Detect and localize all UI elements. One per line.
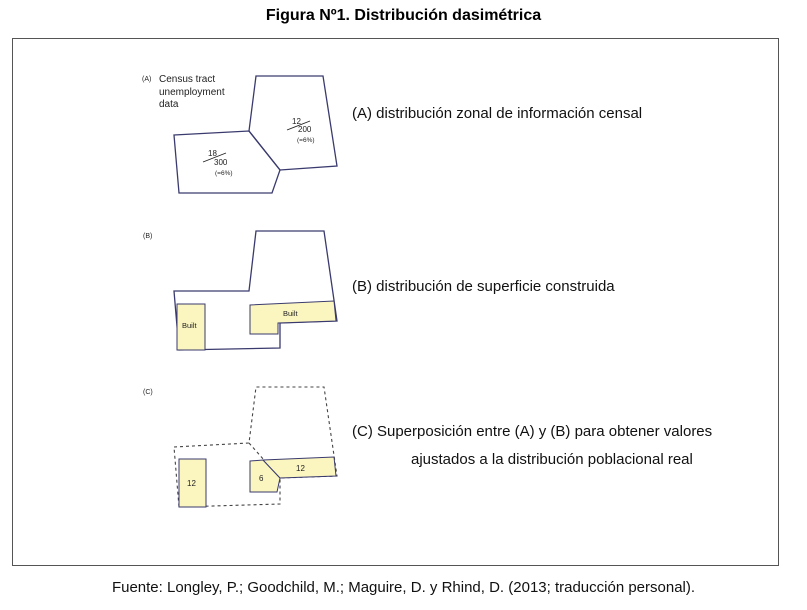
panel-c: (C) 12 6 12 [143,386,338,508]
caption-c-line1: (C) Superposición entre (A) y (B) para o… [352,423,713,440]
overlay-block-mid [249,459,281,493]
panel-c-letter: (C) [143,389,153,396]
overlay-outline-dashed [173,386,338,508]
figure-source: Fuente: Longley, P.; Goodchild, M.; Magu… [111,579,696,596]
built-area-outline [173,230,338,351]
tract-right-percent: (=6%) [297,137,315,144]
tract-left-fraction-bar [202,152,227,163]
tract-right-denominator: 200 [298,125,312,134]
tract-left-numerator: 18 [208,149,217,158]
overlay-mid-value: 6 [259,474,264,483]
built-left-label: Built [182,321,198,330]
tract-right-numerator: 12 [292,117,301,126]
panel-a-letter: (A) [142,76,151,83]
overlay-block-right [261,456,337,479]
built-right-label: Built [283,309,299,318]
panel-a: (A) Census tract unemployment data 18 30… [142,74,338,194]
tract-right-fraction-bar [286,120,311,131]
tract-right-polygon [248,75,338,171]
panel-b: (B) Built Built [143,230,338,351]
figure-frame [12,38,779,566]
caption-c-line2: ajustados a la distribución poblacional … [411,451,693,468]
tract-left-polygon [173,130,281,194]
panel-a-label-2: unemployment [159,87,225,98]
overlay-left-value: 12 [187,479,196,488]
panel-b-letter: (B) [143,233,152,240]
built-block-right [249,300,337,335]
figure-title: Figura Nº1. Distribución dasimétrica [265,7,542,24]
tract-left-percent: (=6%) [215,170,233,177]
panel-a-label-3: data [159,99,179,110]
built-block-left [176,303,206,351]
tract-left-denominator: 300 [214,158,228,167]
panel-a-label-1: Census tract [159,74,215,85]
caption-b: (B) distribución de superficie construid… [352,278,615,295]
caption-a: (A) distribución zonal de información ce… [352,105,643,122]
overlay-block-left [178,458,207,508]
overlay-right-value: 12 [296,464,305,473]
